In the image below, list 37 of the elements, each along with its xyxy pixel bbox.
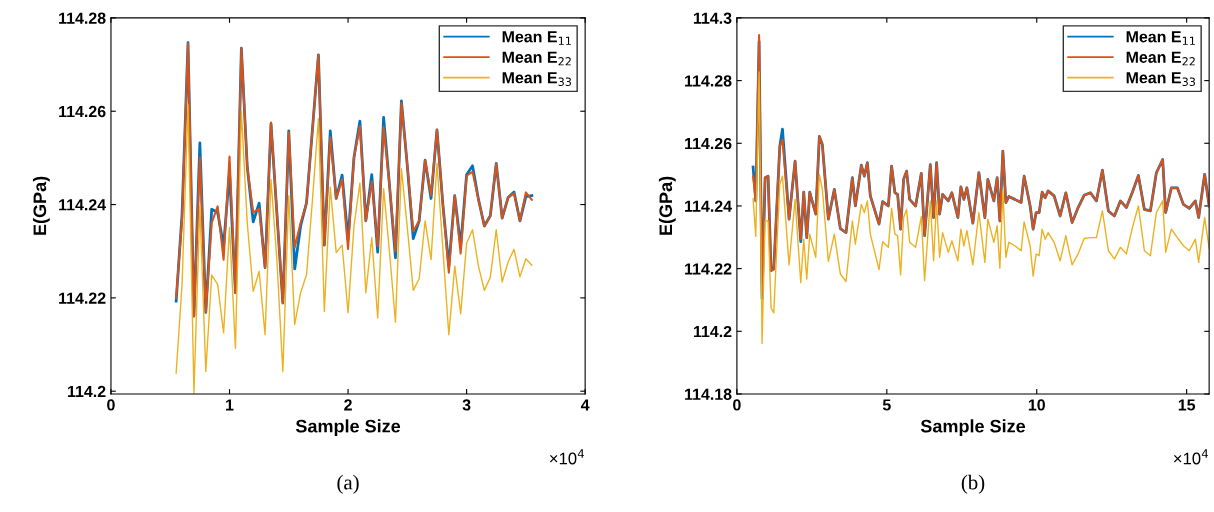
line-series <box>752 71 1210 345</box>
x-axis-title: Sample Size <box>295 419 401 437</box>
line-series <box>175 104 533 394</box>
y-tick-label: 114.24 <box>59 199 107 211</box>
text: (b) <box>961 474 985 494</box>
x-tick-label: 0 <box>107 399 115 411</box>
y-tick-label: 114.22 <box>59 292 106 304</box>
y-tick-label: 114.26 <box>685 137 732 150</box>
x-tick-label: 10 <box>1028 399 1045 411</box>
y-tick-label: 114.26 <box>59 105 106 118</box>
legend-label: Mean E$_{33}$ <box>1126 72 1196 86</box>
y-tick-label: 114.3 <box>693 12 732 24</box>
y-tick-label: 114.2 <box>693 325 732 338</box>
x-tick-label: 4 <box>580 399 590 411</box>
text: (a) <box>337 474 359 494</box>
x-tick-label: 5 <box>882 399 891 411</box>
legend-label: Mean E$_{11}$ <box>1126 31 1195 45</box>
text: ×10$^{4}$ <box>549 449 585 465</box>
x-tick-label: 1 <box>226 399 234 411</box>
legend-label: Mean E$_{11}$ <box>502 31 571 45</box>
y-tick-label: 114.18 <box>685 388 732 400</box>
x-tick-label: 3 <box>462 399 471 411</box>
y-axis-title: E(GPa) <box>658 176 676 235</box>
y-tick-label: 114.2 <box>68 385 106 397</box>
y-axis-title: E(GPa) <box>32 176 50 235</box>
x-tick-label: 15 <box>1178 399 1196 411</box>
y-tick-label: 114.28 <box>59 12 106 24</box>
legend-label: Mean E$_{22}$ <box>502 51 571 66</box>
x-tick-label: 0 <box>733 399 741 411</box>
x-tick-label: 2 <box>344 399 352 411</box>
legend-label: Mean E$_{33}$ <box>502 72 572 86</box>
text: ×10$^{4}$ <box>1173 449 1209 465</box>
y-tick-label: 114.24 <box>685 200 732 212</box>
legend-label: Mean E$_{22}$ <box>1126 51 1195 66</box>
x-axis-title: Sample Size <box>920 419 1026 437</box>
y-tick-label: 114.22 <box>685 263 732 275</box>
y-tick-label: 114.28 <box>685 75 732 87</box>
